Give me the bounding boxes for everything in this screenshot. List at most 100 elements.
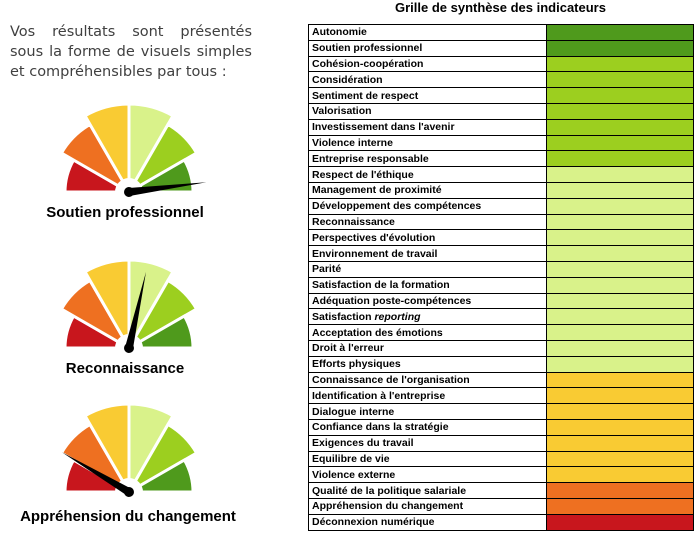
grid-row-color bbox=[546, 403, 694, 420]
grid-row: Qualité de la politique salariale bbox=[308, 482, 694, 499]
grid-row-label: Parité bbox=[308, 260, 547, 278]
grid-row-color bbox=[546, 102, 694, 120]
grid-row-color bbox=[546, 371, 694, 389]
grid-row-label: Soutien professionnel bbox=[308, 39, 547, 57]
gauge-needle bbox=[125, 271, 147, 349]
grid-row-label: Confiance dans la stratégie bbox=[308, 418, 547, 436]
grid-row-label: Identification à l'entreprise bbox=[308, 387, 547, 405]
grid-row-label: Autonomie bbox=[308, 24, 547, 41]
grid-row-color bbox=[546, 324, 694, 341]
grid-row-color bbox=[546, 434, 694, 452]
grid-row: Efforts physiques bbox=[308, 355, 694, 373]
grid-row-label: Qualité de la politique salariale bbox=[308, 482, 547, 499]
grid-row: Exigences du travail bbox=[308, 434, 694, 452]
grid-row: Sentiment de respect bbox=[308, 87, 694, 104]
grid-row: Violence externe bbox=[308, 466, 694, 484]
grid-row-color bbox=[546, 150, 694, 168]
grid-row-label: Exigences du travail bbox=[308, 434, 547, 452]
grid-row-color bbox=[546, 450, 694, 468]
gauge-needle-pivot bbox=[124, 487, 134, 497]
gauge-needle-pivot bbox=[124, 343, 134, 353]
gauge-soutien-professionnel bbox=[59, 102, 207, 200]
grid-row-label: Appréhension du changement bbox=[308, 497, 547, 515]
grid-row-color bbox=[546, 245, 694, 262]
grid-row-color bbox=[546, 482, 694, 499]
grid-row: Equilibre de vie bbox=[308, 450, 694, 468]
grid-row-color bbox=[546, 134, 694, 152]
grid-row-color bbox=[546, 466, 694, 484]
grid-row-label: Perspectives d'évolution bbox=[308, 229, 547, 247]
grid-row: Confiance dans la stratégie bbox=[308, 418, 694, 436]
grid-row: Identification à l'entreprise bbox=[308, 387, 694, 405]
grid-row: Soutien professionnel bbox=[308, 39, 694, 57]
gauge-label-soutien-professionnel: Soutien professionnel bbox=[46, 204, 204, 221]
gauge-apprehension-du-changement bbox=[59, 402, 199, 500]
grid-row-label: Satisfaction de la formation bbox=[308, 276, 547, 294]
grid-row-label: Investissement dans l'avenir bbox=[308, 118, 547, 136]
grid-row-color bbox=[546, 166, 694, 183]
grid-title: Grille de synthèse des indicateurs bbox=[395, 0, 606, 15]
gauge-needle-pivot bbox=[124, 187, 134, 197]
grid-row-color bbox=[546, 497, 694, 515]
gauge-needle bbox=[128, 182, 207, 196]
grid-row-label: Equilibre de vie bbox=[308, 450, 547, 468]
grid-row-color bbox=[546, 260, 694, 278]
grid-row-label: Déconnexion numérique bbox=[308, 513, 547, 531]
grid-row-label: Efforts physiques bbox=[308, 355, 547, 373]
grid-row-label: Cohésion-coopération bbox=[308, 55, 547, 73]
grid-row: Management de proximité bbox=[308, 181, 694, 199]
grid-row-color bbox=[546, 39, 694, 57]
grid-row-color bbox=[546, 513, 694, 531]
grid-row: Développement des compétences bbox=[308, 197, 694, 215]
grid-row: Acceptation des émotions bbox=[308, 324, 694, 341]
grid-row-color bbox=[546, 276, 694, 294]
grid-row-label: Connaissance de l'organisation bbox=[308, 371, 547, 389]
indicator-grid: Autonomie Soutien professionnel Cohésion-c… bbox=[308, 24, 694, 531]
grid-row: Autonomie bbox=[308, 24, 694, 41]
grid-row-label: Développement des compétences bbox=[308, 197, 547, 215]
grid-row: Entreprise responsable bbox=[308, 150, 694, 168]
grid-row-label: Entreprise responsable bbox=[308, 150, 547, 168]
grid-row-color bbox=[546, 87, 694, 104]
grid-row: Valorisation bbox=[308, 102, 694, 120]
grid-row-label: Acceptation des émotions bbox=[308, 324, 547, 341]
grid-row-label: Adéquation poste-compétences bbox=[308, 292, 547, 310]
grid-row: Violence interne bbox=[308, 134, 694, 152]
grid-row-color bbox=[546, 292, 694, 310]
grid-row-label: Dialogue interne bbox=[308, 403, 547, 420]
grid-row-color bbox=[546, 339, 694, 357]
grid-row-color bbox=[546, 213, 694, 231]
grid-row-label: Satisfaction reporting bbox=[308, 308, 547, 326]
grid-row-label: Management de proximité bbox=[308, 181, 547, 199]
grid-row: Reconnaissance bbox=[308, 213, 694, 231]
gauge-needle bbox=[61, 452, 132, 496]
grid-row-color bbox=[546, 24, 694, 41]
grid-row-label: Droit à l'erreur bbox=[308, 339, 547, 357]
grid-row-color bbox=[546, 71, 694, 89]
grid-row-color bbox=[546, 308, 694, 326]
grid-row: Cohésion-coopération bbox=[308, 55, 694, 73]
grid-row: Dialogue interne bbox=[308, 403, 694, 420]
grid-row: Parité bbox=[308, 260, 694, 278]
grid-row-label: Respect de l'éthique bbox=[308, 166, 547, 183]
grid-row: Connaissance de l'organisation bbox=[308, 371, 694, 389]
grid-row-label: Violence externe bbox=[308, 466, 547, 484]
gauge-label-reconnaissance: Reconnaissance bbox=[65, 360, 185, 377]
grid-row-label: Environnement de travail bbox=[308, 245, 547, 262]
grid-row-color bbox=[546, 55, 694, 73]
grid-row: Satisfaction reporting bbox=[308, 308, 694, 326]
grid-row: Droit à l'erreur bbox=[308, 339, 694, 357]
grid-row-color bbox=[546, 387, 694, 405]
grid-row: Investissement dans l'avenir bbox=[308, 118, 694, 136]
grid-row: Adéquation poste-compétences bbox=[308, 292, 694, 310]
grid-row-color bbox=[546, 418, 694, 436]
gauge-reconnaissance bbox=[59, 258, 199, 356]
grid-row-label: Sentiment de respect bbox=[308, 87, 547, 104]
grid-row-color bbox=[546, 197, 694, 215]
intro-text: Vos résultats sont présentés sous la for… bbox=[10, 24, 252, 80]
grid-row-label: Reconnaissance bbox=[308, 213, 547, 231]
grid-row-label: Considération bbox=[308, 71, 547, 89]
grid-row-color bbox=[546, 118, 694, 136]
grid-row-color bbox=[546, 355, 694, 373]
grid-row: Appréhension du changement bbox=[308, 497, 694, 515]
